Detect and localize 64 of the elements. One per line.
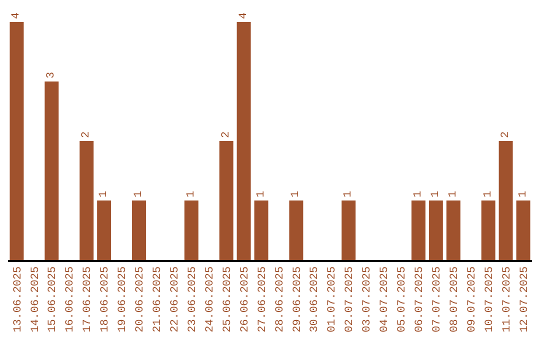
x-tick-label: 23.06.2025 (186, 266, 199, 332)
data-label: 1 (290, 190, 302, 198)
data-label: 2 (500, 131, 512, 138)
data-label: 2 (80, 131, 93, 138)
bar (184, 200, 198, 260)
x-tick-label: 03.07.2025 (362, 266, 374, 332)
data-label: 1 (133, 190, 145, 198)
x-tick-label: 02.07.2025 (344, 266, 356, 332)
bar (219, 141, 234, 260)
bar (289, 200, 304, 260)
x-tick-label: 30.06.2025 (309, 266, 322, 332)
x-tick-label: 04.07.2025 (379, 266, 392, 332)
x-tick-label: 22.06.2025 (170, 266, 182, 332)
data-label: 1 (98, 190, 110, 198)
bar (236, 22, 251, 260)
x-tick-label: 21.06.2025 (152, 266, 164, 332)
data-label: 1 (482, 190, 494, 198)
bar (446, 200, 460, 260)
x-tick-label: 15.06.2025 (47, 266, 60, 332)
x-tick-label: 13.06.2025 (12, 266, 24, 332)
x-tick-label: 29.06.2025 (292, 266, 304, 332)
data-label: 1 (517, 190, 530, 198)
x-tick-label: 11.07.2025 (501, 266, 514, 332)
x-tick-label: 06.07.2025 (414, 266, 426, 332)
x-tick-label: 25.06.2025 (222, 266, 234, 332)
bar (498, 141, 513, 260)
data-label: 4 (238, 12, 250, 19)
data-label: 1 (430, 190, 442, 198)
bar (411, 200, 426, 260)
x-tick-label: 24.06.2025 (204, 266, 216, 332)
x-tick-label: 16.06.2025 (64, 266, 77, 332)
x-tick-label: 12.07.2025 (518, 266, 531, 332)
x-tick-label: 17.06.2025 (82, 266, 94, 332)
x-tick-label: 10.07.2025 (484, 266, 496, 332)
data-label: 2 (220, 131, 232, 138)
x-tick-label: 01.07.2025 (326, 266, 339, 332)
x-tick-label: 27.06.2025 (256, 266, 269, 332)
bar (254, 200, 268, 260)
data-label: 1 (255, 190, 268, 198)
x-tick-label: 18.06.2025 (100, 266, 112, 332)
bar (516, 200, 530, 260)
x-tick-label: 05.07.2025 (396, 266, 409, 332)
bar (44, 82, 59, 260)
x-tick-label: 09.07.2025 (466, 266, 478, 332)
data-label: 1 (412, 190, 424, 198)
x-tick-label: 19.06.2025 (117, 266, 130, 332)
bar (97, 200, 112, 260)
x-tick-label: 20.06.2025 (134, 266, 147, 332)
bar (481, 200, 496, 260)
bar (80, 141, 94, 260)
data-label: 1 (447, 190, 460, 198)
bar (132, 200, 146, 260)
bar (428, 200, 443, 260)
data-label: 1 (342, 190, 355, 198)
x-tick-label: 26.06.2025 (239, 266, 252, 332)
x-tick-label: 14.06.2025 (30, 266, 42, 332)
data-label: 1 (185, 190, 198, 198)
bar (342, 200, 356, 260)
x-tick-label: 08.07.2025 (448, 266, 461, 332)
x-tick-label: 07.07.2025 (432, 266, 444, 332)
x-tick-label: 28.06.2025 (274, 266, 286, 332)
data-label: 4 (10, 12, 23, 19)
bar (10, 22, 24, 260)
data-label: 3 (46, 72, 58, 78)
